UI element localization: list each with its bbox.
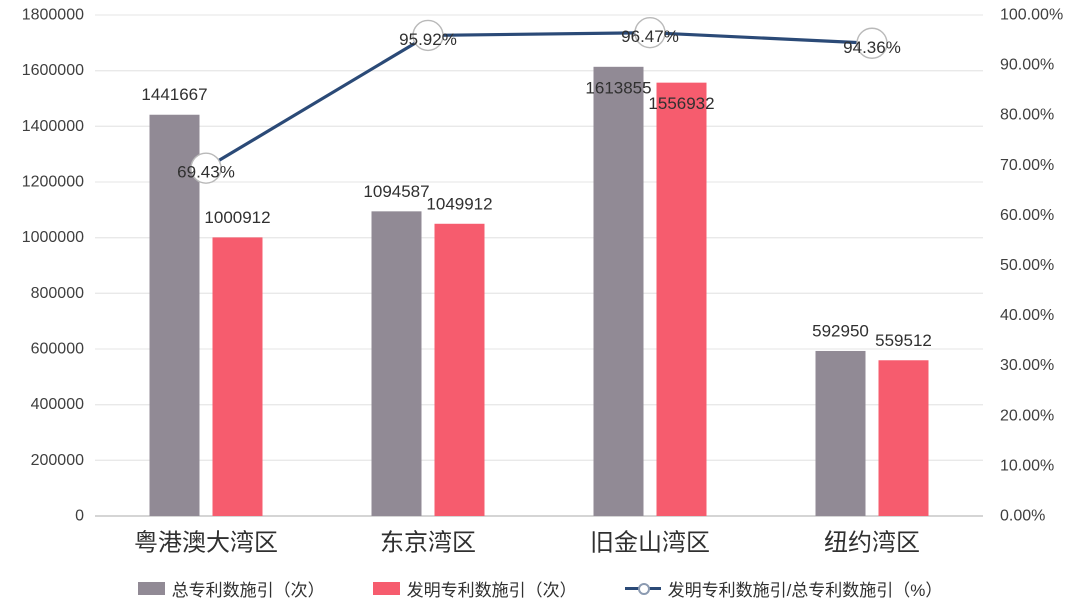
- line-marker-icon: [412, 19, 444, 52]
- line-point-label: 94.36%: [843, 38, 901, 57]
- right-axis-tick: 90.00%: [1000, 57, 1054, 74]
- left-axis-tick: 1800000: [22, 7, 84, 24]
- right-axis-tick: 80.00%: [1000, 107, 1054, 124]
- line-marker-icon: [856, 27, 888, 59]
- bar-label: 1000912: [204, 208, 270, 227]
- legend-label-invention: 发明专利数施引（次）: [406, 580, 577, 600]
- legend-swatch-invention-icon: [372, 581, 400, 595]
- ratio-line: [205, 31, 873, 170]
- bar-label: 592950: [812, 321, 869, 340]
- bar-label: 1613855: [585, 78, 651, 97]
- legend-label-ratio: 发明专利数施引/总专利数施引（%）: [667, 580, 943, 600]
- left-axis-tick: 1200000: [22, 174, 84, 191]
- left-axis-tick: 0: [75, 508, 84, 525]
- right-axis-tick: 20.00%: [1000, 407, 1054, 424]
- right-axis-tick: 50.00%: [1000, 257, 1054, 274]
- category-label: 纽约湾区: [824, 530, 920, 557]
- legend-label-total: 总专利数施引（次）: [171, 580, 325, 600]
- bar-bar_invention-2: [656, 82, 707, 516]
- bar-bar_invention-3: [878, 360, 929, 516]
- legend-circle-marker-icon: [637, 582, 650, 595]
- bar-bar_total-1: [371, 211, 422, 516]
- bar-label: 1441667: [141, 85, 207, 104]
- bar-bar_total-0: [149, 114, 200, 516]
- bar-label: 559512: [875, 331, 932, 350]
- category-label: 旧金山湾区: [590, 530, 710, 557]
- left-axis-tick: 1400000: [22, 118, 84, 135]
- legend-item-invention-patent-citations: 发明专利数施引（次）: [372, 576, 577, 601]
- line-point-label: 69.43%: [177, 163, 235, 182]
- legend-item-ratio: 发明专利数施引/总专利数施引（%）: [624, 576, 943, 601]
- bar-label: 1049912: [426, 194, 492, 213]
- left-axis-tick: 200000: [31, 452, 84, 469]
- right-axis-tick: 30.00%: [1000, 357, 1054, 374]
- left-axis-tick: 1600000: [22, 62, 84, 79]
- line-marker-icon: [634, 16, 666, 49]
- bar-bar_invention-0: [212, 237, 263, 516]
- right-axis-tick: 100.00%: [1000, 7, 1063, 24]
- legend: 总专利数施引（次） 发明专利数施引（次） 发明专利数施引/总专利数施引（%）: [0, 574, 1080, 602]
- bar-bar_total-2: [593, 66, 644, 516]
- right-axis-tick: 70.00%: [1000, 157, 1054, 174]
- category-label: 东京湾区: [380, 530, 476, 557]
- bar-label: 1094587: [363, 182, 429, 201]
- bar-bar_invention-1: [434, 223, 485, 517]
- right-axis-tick: 0.00%: [1000, 508, 1045, 525]
- right-axis-tick: 60.00%: [1000, 207, 1054, 224]
- left-axis-tick: 800000: [31, 285, 84, 302]
- right-axis-tick: 40.00%: [1000, 307, 1054, 324]
- left-axis-tick: 400000: [31, 396, 84, 413]
- line-point-label: 95.92%: [399, 30, 457, 49]
- line-point-label: 96.47%: [621, 27, 679, 46]
- right-axis-tick: 10.00%: [1000, 457, 1054, 474]
- legend-item-total-patent-citations: 总专利数施引（次）: [137, 576, 325, 601]
- left-axis-tick: 600000: [31, 341, 84, 358]
- left-axis-tick: 1000000: [22, 229, 84, 246]
- legend-swatch-total-icon: [137, 581, 165, 595]
- bar-bar_total-3: [815, 350, 866, 516]
- category-label: 粤港澳大湾区: [134, 530, 278, 557]
- legend-line-circle-icon: [624, 582, 661, 595]
- bar-label: 1556932: [648, 94, 714, 113]
- line-marker-icon: [190, 152, 222, 184]
